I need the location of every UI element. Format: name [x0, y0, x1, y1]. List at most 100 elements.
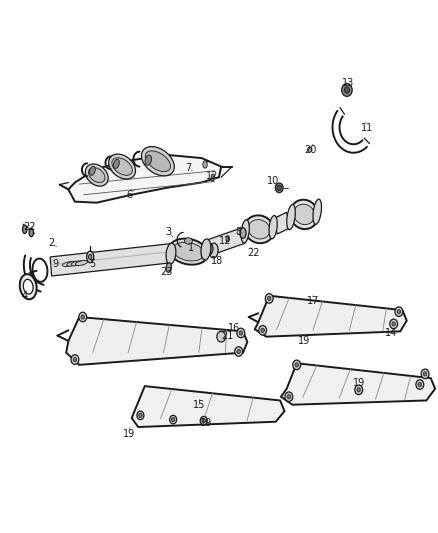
Circle shape [293, 360, 300, 369]
Ellipse shape [22, 225, 27, 233]
Ellipse shape [141, 147, 174, 176]
Circle shape [170, 415, 177, 424]
Circle shape [261, 328, 265, 333]
Ellipse shape [241, 220, 249, 243]
Ellipse shape [20, 274, 37, 300]
Polygon shape [206, 228, 245, 255]
Circle shape [397, 310, 401, 314]
Text: 13: 13 [342, 78, 354, 88]
Circle shape [239, 331, 243, 335]
Ellipse shape [203, 161, 207, 168]
Ellipse shape [173, 243, 204, 261]
Circle shape [424, 372, 427, 376]
Ellipse shape [29, 228, 33, 237]
Text: 7: 7 [185, 163, 191, 173]
Ellipse shape [206, 243, 213, 255]
Text: 3: 3 [166, 227, 172, 237]
Text: 15: 15 [193, 400, 205, 410]
Circle shape [295, 363, 298, 367]
Ellipse shape [211, 174, 215, 180]
Text: 11: 11 [361, 123, 374, 133]
Ellipse shape [248, 220, 270, 239]
Polygon shape [66, 317, 247, 365]
Text: 9: 9 [52, 259, 58, 269]
Ellipse shape [290, 200, 318, 229]
Circle shape [268, 296, 271, 301]
Ellipse shape [109, 154, 135, 179]
Text: 8: 8 [236, 227, 242, 237]
Polygon shape [68, 155, 221, 203]
Text: 23: 23 [160, 267, 173, 277]
Text: 12: 12 [206, 171, 219, 181]
Text: 14: 14 [385, 328, 398, 338]
Polygon shape [132, 386, 285, 427]
Ellipse shape [287, 205, 295, 230]
Text: 6: 6 [127, 190, 133, 200]
Text: 19: 19 [298, 336, 310, 346]
Ellipse shape [201, 239, 211, 260]
Circle shape [421, 369, 429, 378]
Circle shape [73, 358, 77, 362]
Circle shape [265, 294, 273, 303]
Circle shape [392, 322, 396, 326]
Text: 22: 22 [247, 248, 260, 258]
Circle shape [81, 315, 85, 319]
Text: 19: 19 [353, 378, 365, 389]
Circle shape [237, 350, 240, 354]
Polygon shape [50, 244, 172, 276]
Circle shape [416, 379, 424, 389]
Circle shape [237, 328, 245, 338]
Circle shape [79, 312, 87, 322]
Circle shape [137, 411, 144, 419]
Text: 10: 10 [268, 176, 280, 187]
Circle shape [71, 355, 79, 365]
Circle shape [342, 84, 352, 96]
Ellipse shape [184, 238, 192, 244]
Ellipse shape [85, 164, 108, 186]
Circle shape [285, 392, 293, 401]
Polygon shape [281, 364, 435, 405]
Text: 21: 21 [222, 330, 234, 341]
Text: 20: 20 [304, 144, 317, 155]
Polygon shape [272, 212, 291, 234]
Ellipse shape [217, 332, 226, 342]
Ellipse shape [87, 251, 94, 263]
Ellipse shape [145, 151, 170, 172]
Text: 1: 1 [187, 243, 194, 253]
Circle shape [139, 413, 142, 417]
Circle shape [235, 347, 243, 357]
Ellipse shape [244, 215, 274, 243]
Ellipse shape [67, 261, 79, 266]
Ellipse shape [62, 262, 74, 266]
Text: 16: 16 [228, 322, 240, 333]
Ellipse shape [75, 261, 88, 265]
Ellipse shape [294, 204, 314, 224]
Text: 19: 19 [124, 429, 136, 439]
Ellipse shape [166, 243, 176, 264]
Ellipse shape [166, 263, 171, 272]
Ellipse shape [113, 159, 119, 168]
Text: 19: 19 [200, 418, 212, 429]
Circle shape [344, 87, 350, 93]
Ellipse shape [226, 236, 230, 242]
Text: 22: 22 [23, 222, 35, 232]
Text: 2: 2 [48, 238, 54, 247]
Circle shape [287, 394, 290, 399]
Polygon shape [255, 296, 407, 337]
Text: 12: 12 [219, 236, 232, 246]
Ellipse shape [240, 228, 246, 238]
Ellipse shape [112, 158, 132, 175]
Ellipse shape [89, 166, 95, 175]
Text: 5: 5 [89, 259, 95, 269]
Circle shape [390, 319, 398, 329]
Circle shape [357, 387, 360, 392]
Circle shape [202, 418, 205, 423]
Ellipse shape [88, 167, 105, 183]
Ellipse shape [145, 155, 152, 165]
Circle shape [200, 416, 207, 425]
Ellipse shape [269, 215, 277, 239]
Ellipse shape [277, 185, 282, 190]
Ellipse shape [313, 199, 321, 224]
Ellipse shape [209, 243, 218, 258]
Circle shape [355, 385, 363, 394]
